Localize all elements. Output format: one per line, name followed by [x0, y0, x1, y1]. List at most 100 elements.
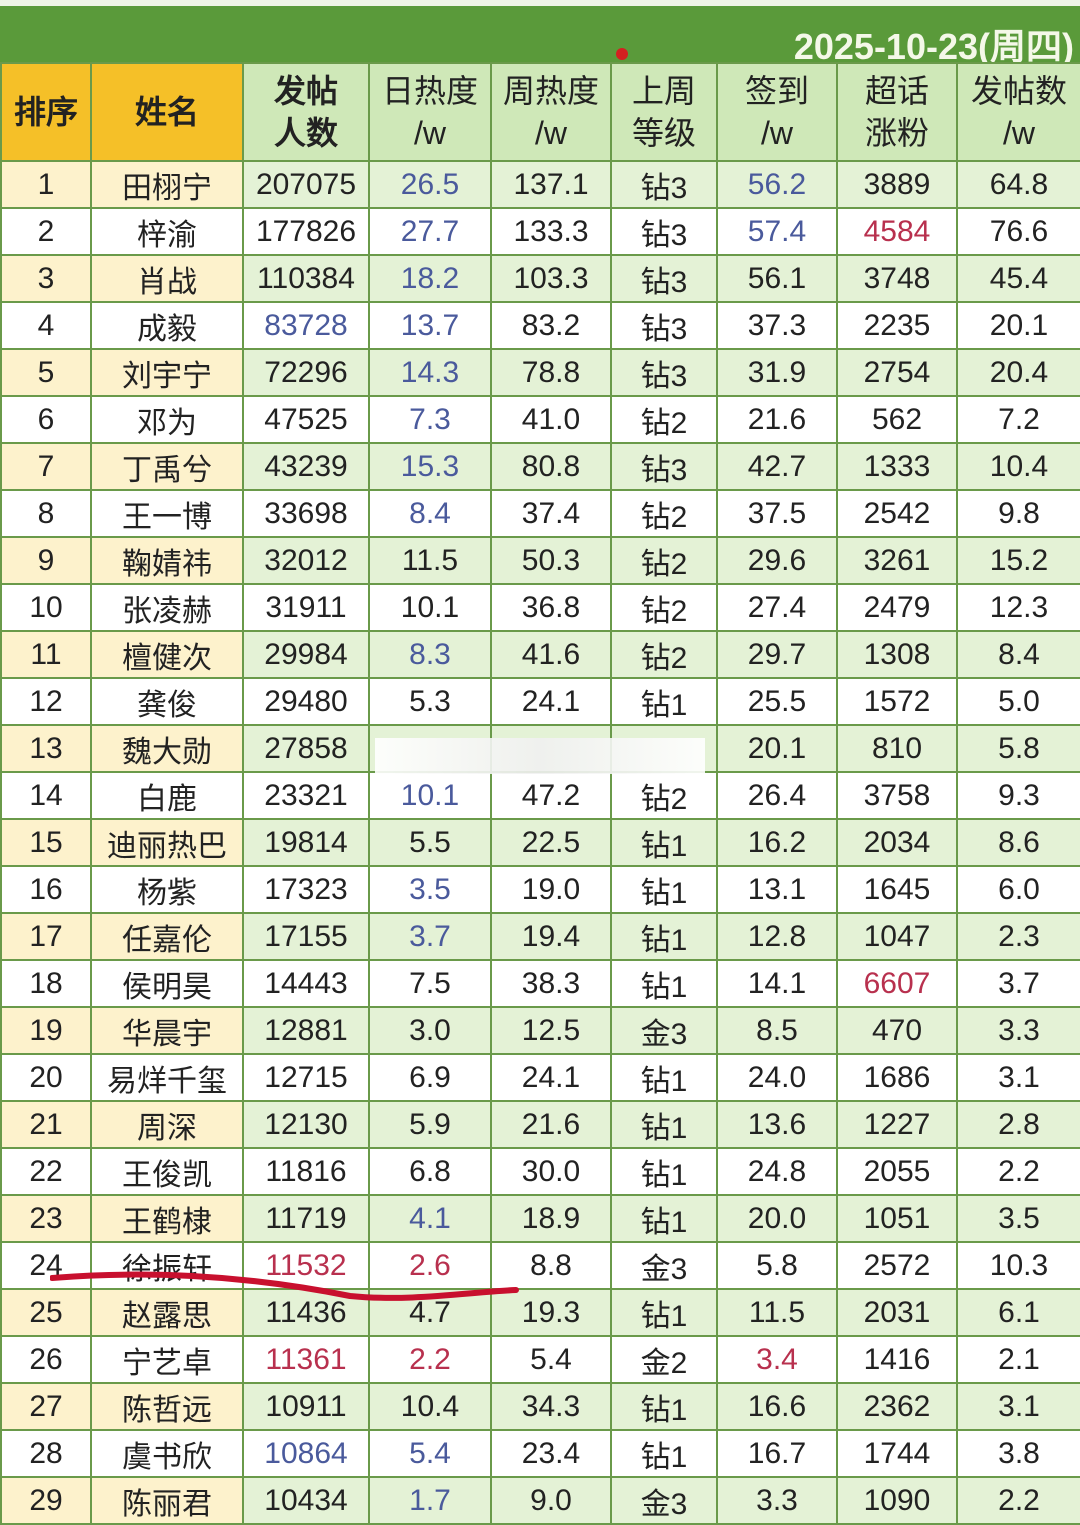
cell-super-topic-fans: 1645 — [836, 865, 958, 914]
cell-rank: 20 — [0, 1053, 92, 1102]
cell-last-week-level: 钻2 — [610, 489, 718, 538]
cell-checkin: 14.1 — [716, 959, 838, 1008]
cell-name: 王鹤棣 — [90, 1194, 244, 1243]
table-row: 17 任嘉伦 17155 3.7 19.4 钻1 12.8 1047 2.3 — [0, 912, 1080, 961]
cell-posts: 5.0 — [956, 677, 1080, 726]
cell-posters: 177826 — [242, 207, 370, 256]
cell-weekly-heat: 41.6 — [490, 630, 612, 679]
header-row: 排序 姓名 发帖 人数 日热度/w 周热度/w 上周 等级 签到/w 超话 涨粉 发帖数/w — [0, 62, 1080, 162]
cell-daily-heat: 3.0 — [368, 1006, 492, 1055]
cell-daily-heat: 7.5 — [368, 959, 492, 1008]
cell-name: 白鹿 — [90, 771, 244, 820]
cell-checkin: 24.0 — [716, 1053, 838, 1102]
table-row: 15 迪丽热巴 19814 5.5 22.5 钻1 16.2 2034 8.6 — [0, 818, 1080, 867]
cell-super-topic-fans: 3758 — [836, 771, 958, 820]
cell-daily-heat: 8.4 — [368, 489, 492, 538]
cell-posters: 10434 — [242, 1476, 370, 1525]
cell-daily-heat: 6.9 — [368, 1053, 492, 1102]
cell-posts: 7.2 — [956, 395, 1080, 444]
header-text: /w — [1003, 115, 1035, 151]
header-text: /w — [761, 115, 793, 151]
cell-checkin: 37.3 — [716, 301, 838, 350]
cell-name: 肖战 — [90, 254, 244, 303]
cell-rank: 8 — [0, 489, 92, 538]
cell-super-topic-fans: 2754 — [836, 348, 958, 397]
cell-posts: 3.5 — [956, 1194, 1080, 1243]
cell-weekly-heat: 133.3 — [490, 207, 612, 256]
cell-last-week-level: 钻1 — [610, 818, 718, 867]
cell-rank: 3 — [0, 254, 92, 303]
cell-daily-heat: 1.7 — [368, 1476, 492, 1525]
header-text: 姓名 — [134, 94, 199, 130]
cell-super-topic-fans: 1051 — [836, 1194, 958, 1243]
header-rank: 排序 — [0, 62, 92, 162]
cell-super-topic-fans: 2235 — [836, 301, 958, 350]
cell-daily-heat: 14.3 — [368, 348, 492, 397]
table-row: 10 张凌赫 31911 10.1 36.8 钻2 27.4 2479 12.3 — [0, 583, 1080, 632]
cell-super-topic-fans: 1744 — [836, 1429, 958, 1478]
cell-checkin: 31.9 — [716, 348, 838, 397]
cell-last-week-level: 钻3 — [610, 254, 718, 303]
cell-checkin: 24.8 — [716, 1147, 838, 1196]
table-row: 18 侯明昊 14443 7.5 38.3 钻1 14.1 6607 3.7 — [0, 959, 1080, 1008]
cell-posts: 3.7 — [956, 959, 1080, 1008]
table-row: 1 田栩宁 207075 26.5 137.1 钻3 56.2 3889 64.8 — [0, 160, 1080, 209]
cell-weekly-heat: 34.3 — [490, 1382, 612, 1431]
cell-weekly-heat: 24.1 — [490, 677, 612, 726]
cell-weekly-heat: 9.0 — [490, 1476, 612, 1525]
cell-posters: 33698 — [242, 489, 370, 538]
cell-posts: 9.8 — [956, 489, 1080, 538]
cell-weekly-heat: 24.1 — [490, 1053, 612, 1102]
cell-super-topic-fans: 2572 — [836, 1241, 958, 1290]
cell-checkin: 16.6 — [716, 1382, 838, 1431]
cell-super-topic-fans: 3748 — [836, 254, 958, 303]
cell-posters: 11361 — [242, 1335, 370, 1384]
cell-last-week-level: 钻2 — [610, 583, 718, 632]
cell-rank: 17 — [0, 912, 92, 961]
cell-checkin: 20.0 — [716, 1194, 838, 1243]
table-row: 7 丁禹兮 43239 15.3 80.8 钻3 42.7 1333 10.4 — [0, 442, 1080, 491]
cell-weekly-heat: 19.4 — [490, 912, 612, 961]
cell-rank: 26 — [0, 1335, 92, 1384]
cell-super-topic-fans: 1333 — [836, 442, 958, 491]
cell-posters: 83728 — [242, 301, 370, 350]
cell-last-week-level: 钻2 — [610, 630, 718, 679]
cell-super-topic-fans: 2055 — [836, 1147, 958, 1196]
cell-name: 龚俊 — [90, 677, 244, 726]
cell-last-week-level: 钻1 — [610, 1288, 718, 1337]
cell-posts: 10.4 — [956, 442, 1080, 491]
cell-last-week-level: 钻1 — [610, 1382, 718, 1431]
cell-daily-heat: 5.3 — [368, 677, 492, 726]
cell-weekly-heat: 137.1 — [490, 160, 612, 209]
cell-rank: 22 — [0, 1147, 92, 1196]
cell-posts: 64.8 — [956, 160, 1080, 209]
table-row: 16 杨紫 17323 3.5 19.0 钻1 13.1 1645 6.0 — [0, 865, 1080, 914]
cell-daily-heat: 2.6 — [368, 1241, 492, 1290]
red-underline-mark — [50, 1271, 519, 1301]
cell-weekly-heat: 47.2 — [490, 771, 612, 820]
cell-checkin: 13.6 — [716, 1100, 838, 1149]
cell-checkin: 25.5 — [716, 677, 838, 726]
cell-last-week-level: 金3 — [610, 1006, 718, 1055]
cell-super-topic-fans: 1047 — [836, 912, 958, 961]
ranking-table: 排序 姓名 发帖 人数 日热度/w 周热度/w 上周 等级 签到/w 超话 涨粉 发帖数/w 1 田栩宁… — [0, 62, 1080, 1525]
cell-weekly-heat: 22.5 — [490, 818, 612, 867]
cell-weekly-heat: 50.3 — [490, 536, 612, 585]
cell-rank: 6 — [0, 395, 92, 444]
cell-last-week-level: 钻1 — [610, 912, 718, 961]
header-text: 人数 — [273, 115, 338, 151]
table-row: 24 徐振轩 11532 2.6 8.8 金3 5.8 2572 10.3 — [0, 1241, 1080, 1290]
cell-weekly-heat: 23.4 — [490, 1429, 612, 1478]
cell-name: 田栩宁 — [90, 160, 244, 209]
cell-name: 王俊凯 — [90, 1147, 244, 1196]
cell-super-topic-fans: 2034 — [836, 818, 958, 867]
cell-rank: 18 — [0, 959, 92, 1008]
cell-checkin: 8.5 — [716, 1006, 838, 1055]
cell-posters: 10911 — [242, 1382, 370, 1431]
cell-weekly-heat: 38.3 — [490, 959, 612, 1008]
cell-super-topic-fans: 3261 — [836, 536, 958, 585]
cell-last-week-level: 钻1 — [610, 1053, 718, 1102]
cell-weekly-heat: 78.8 — [490, 348, 612, 397]
cell-super-topic-fans: 2542 — [836, 489, 958, 538]
cell-weekly-heat: 19.0 — [490, 865, 612, 914]
